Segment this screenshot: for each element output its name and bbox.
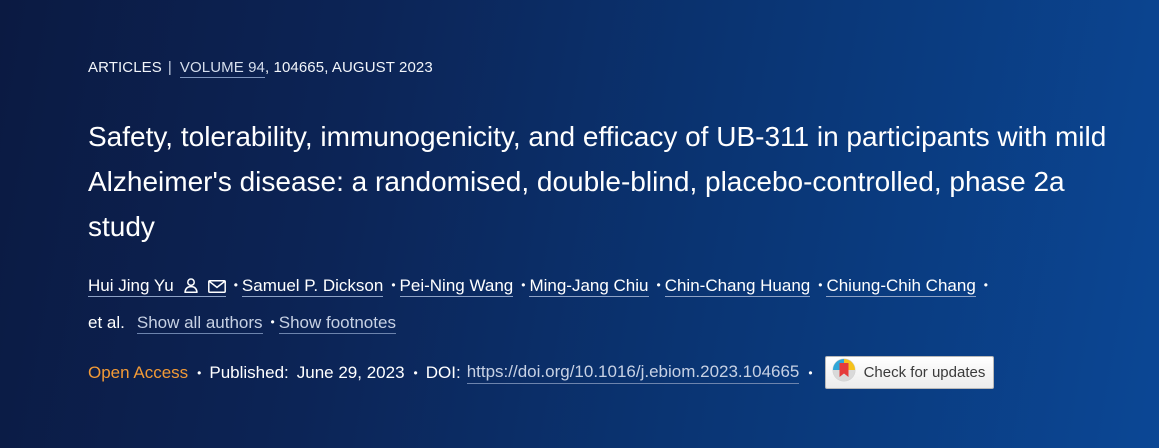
- author-bullet: •: [521, 278, 526, 292]
- meta-separator: |: [167, 59, 172, 76]
- author-bullet: •: [270, 315, 275, 329]
- author-link[interactable]: Chin-Chang Huang: [664, 276, 811, 297]
- check-for-updates-button[interactable]: Check for updates: [824, 356, 995, 389]
- author-link[interactable]: Pei-Ning Wang: [399, 276, 514, 297]
- doi-link[interactable]: https://doi.org/10.1016/j.ebiom.2023.104…: [466, 362, 800, 384]
- pub-bullet: •: [413, 365, 418, 380]
- published-date: June 29, 2023: [296, 362, 405, 382]
- author-link[interactable]: Ming-Jang Chiu: [529, 276, 649, 297]
- author-list: Hui Jing Yu • Samuel P. Dickson • Pei-Ning W…: [88, 267, 1098, 341]
- author-link[interactable]: Samuel P. Dickson: [241, 276, 384, 297]
- first-author[interactable]: Hui Jing Yu: [88, 276, 226, 297]
- section-label: ARTICLES: [88, 59, 162, 76]
- volume-link[interactable]: VOLUME 94: [179, 59, 265, 78]
- doi-label: DOI:: [425, 362, 461, 382]
- open-access-label: Open Access: [88, 362, 189, 382]
- author-bullet: •: [391, 278, 396, 292]
- first-author-name[interactable]: Hui Jing Yu: [88, 276, 174, 295]
- mail-icon[interactable]: [207, 280, 226, 293]
- crossmark-icon: [832, 358, 856, 387]
- author-bullet: •: [818, 278, 823, 292]
- published-label: Published:: [209, 362, 289, 382]
- article-title: Safety, tolerability, immunogenicity, an…: [88, 121, 1107, 242]
- author-bullet: •: [233, 278, 238, 292]
- author-bullet: •: [983, 278, 988, 292]
- author-bullet: •: [656, 278, 661, 292]
- show-footnotes-link[interactable]: Show footnotes: [278, 313, 396, 334]
- pub-bullet: •: [197, 365, 202, 380]
- author-link[interactable]: Chiung-Chih Chang: [826, 276, 976, 297]
- article-meta: ARTICLES | VOLUME 94, 104665, AUGUST 2023: [88, 59, 433, 78]
- show-all-authors-link[interactable]: Show all authors: [136, 313, 263, 334]
- check-for-updates-label: Check for updates: [863, 364, 986, 381]
- publication-info: Open Access • Published: June 29, 2023 •…: [88, 356, 995, 389]
- issue-info: , 104665, AUGUST 2023: [265, 59, 433, 76]
- pub-bullet: •: [808, 365, 813, 380]
- person-icon[interactable]: [183, 278, 198, 293]
- et-al: et al.: [88, 313, 125, 332]
